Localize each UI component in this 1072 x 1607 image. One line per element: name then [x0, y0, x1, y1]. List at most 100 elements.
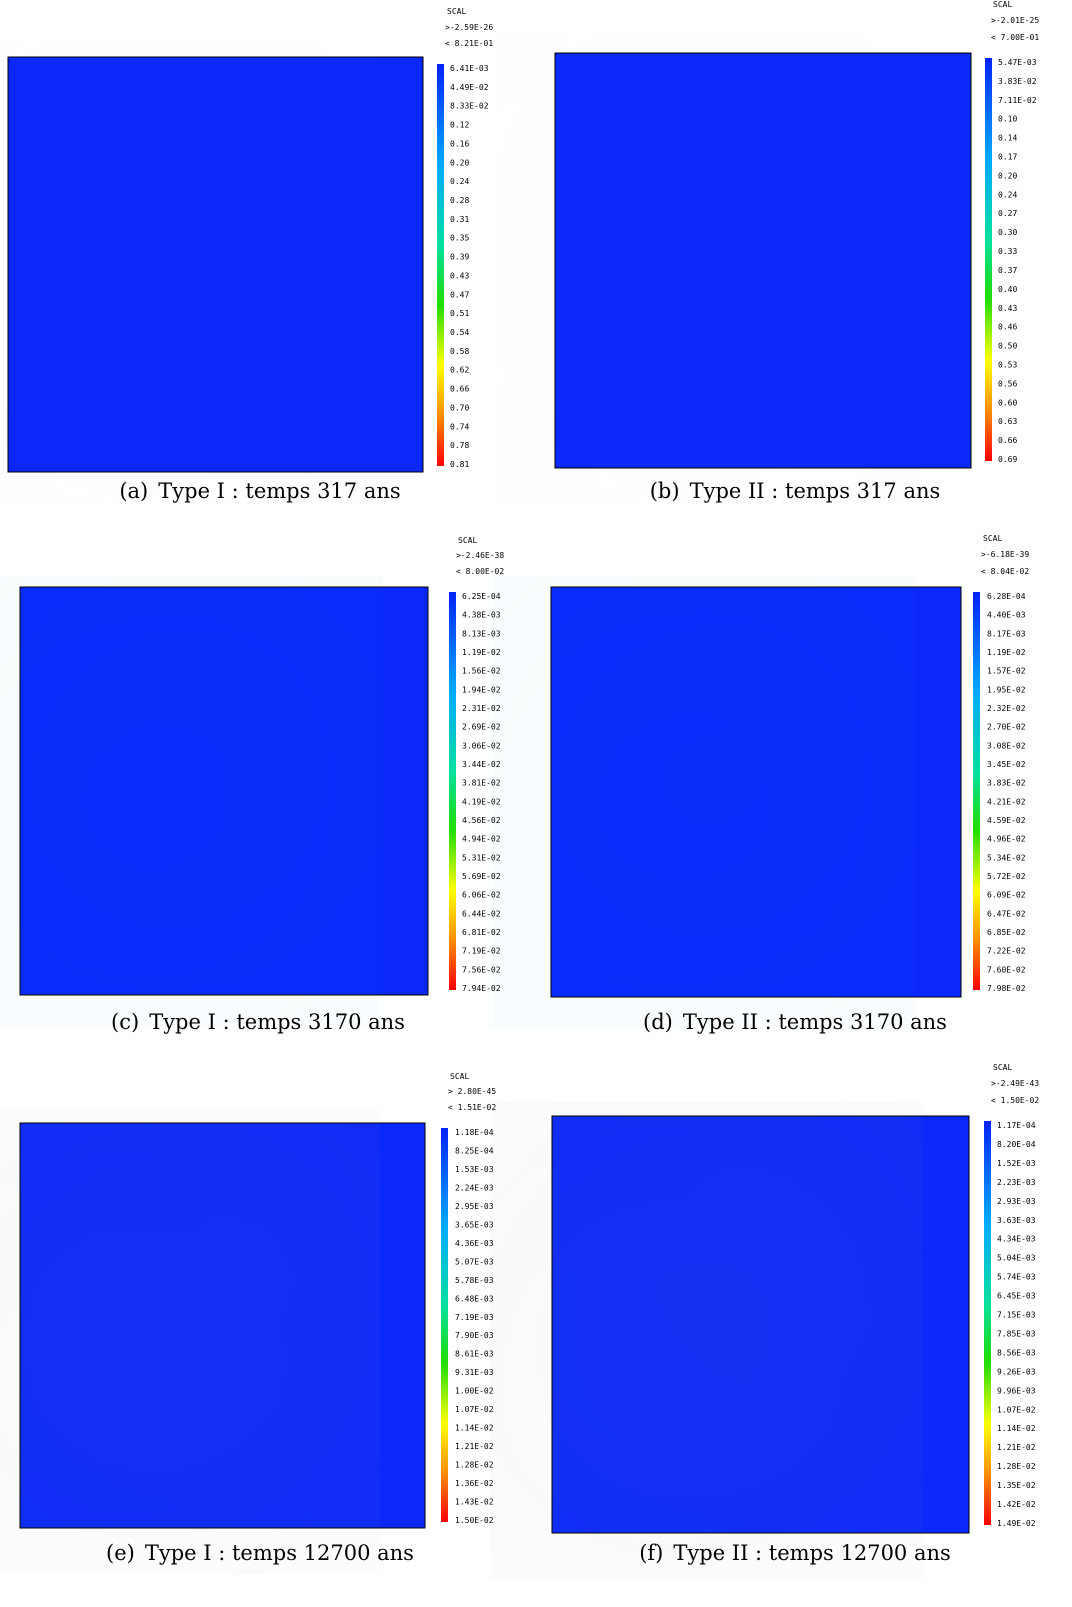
plume-peak — [731, 1191, 819, 1300]
colorbar-label: 4.19E-02 — [462, 797, 501, 806]
colorbar-label: 0.30 — [998, 228, 1017, 237]
colorbar-label: 1.43E-02 — [455, 1498, 494, 1507]
colorbar-label: 4.59E-02 — [987, 816, 1026, 825]
colorbar-label: 0.31 — [450, 215, 469, 224]
colorbar-label: 3.08E-02 — [987, 741, 1026, 750]
plume-branch — [667, 658, 804, 848]
plume-core — [725, 1172, 876, 1340]
colorbar-label: 5.74E-03 — [997, 1273, 1036, 1282]
plot-frame — [554, 52, 972, 469]
colorbar-label: 2.23E-03 — [997, 1178, 1036, 1187]
colorbar-label: 6.25E-04 — [462, 592, 501, 601]
colorbar — [984, 1121, 991, 1525]
colorbar-label: 1.19E-02 — [462, 648, 501, 657]
colorbar-label: 1.21E-02 — [997, 1443, 1036, 1452]
colorbar-label: 0.39 — [450, 253, 469, 262]
plume-peak — [813, 652, 830, 669]
caption-tag: (b) — [650, 479, 680, 503]
colorbar-max: < 8.21E-01 — [445, 39, 493, 48]
colorbar-min: >-6.18E-39 — [981, 550, 1029, 559]
plume-peak — [842, 111, 851, 120]
colorbar-label: 0.54 — [450, 328, 469, 337]
caption-tag: (f) — [639, 1541, 663, 1565]
plume-branch — [581, 1228, 740, 1304]
colorbar-label: 1.28E-02 — [997, 1462, 1036, 1471]
colorbar-label: 8.17E-03 — [987, 629, 1026, 638]
colorbar-label: 0.37 — [998, 266, 1017, 275]
colorbar-label: 3.83E-02 — [987, 779, 1026, 788]
colorbar-title: SCAL — [993, 0, 1012, 9]
colorbar-label: 5.34E-02 — [987, 853, 1026, 862]
plume-branch — [570, 229, 765, 416]
plume-branch — [553, 105, 856, 408]
colorbar-label: 7.11E-02 — [998, 96, 1037, 105]
colorbar-label: 3.06E-02 — [462, 741, 501, 750]
colorbar-label: 0.35 — [450, 234, 469, 243]
colorbar-label: 0.17 — [998, 153, 1017, 162]
colorbar-label: 3.81E-02 — [462, 779, 501, 788]
colorbar-label: 1.07E-02 — [997, 1405, 1036, 1414]
colorbar-label: 0.28 — [450, 196, 469, 205]
plume-branch — [23, 233, 217, 420]
colorbar-label: 4.94E-02 — [462, 835, 501, 844]
plume-branch — [678, 130, 807, 312]
plot-frame — [19, 586, 429, 996]
plume — [539, 1157, 876, 1533]
colorbar-max: < 8.04E-02 — [981, 567, 1029, 576]
colorbar-max: < 1.51E-02 — [448, 1103, 496, 1112]
colorbar-label: 8.13E-03 — [462, 629, 501, 638]
colorbar-label: 1.36E-02 — [455, 1479, 494, 1488]
colorbar-label: 1.56E-02 — [462, 667, 501, 676]
colorbar-label: 1.42E-02 — [997, 1500, 1036, 1509]
colorbar-label: 1.94E-02 — [462, 685, 501, 694]
colorbar-label: 8.33E-02 — [450, 102, 489, 111]
colorbar-label: 4.56E-02 — [462, 816, 501, 825]
colorbar-min: > 2.80E-45 — [448, 1087, 496, 1096]
plume-branch — [595, 176, 732, 229]
plume-branch — [30, 756, 231, 949]
colorbar-label: 4.38E-03 — [462, 611, 501, 620]
colorbar-label: 6.28E-04 — [987, 592, 1026, 601]
colorbar-label: 0.74 — [450, 422, 469, 431]
plume — [553, 100, 862, 437]
colorbar-label: 2.24E-03 — [455, 1183, 494, 1192]
colorbar-title: SCAL — [993, 1063, 1012, 1072]
colorbar-label: 6.41E-03 — [450, 64, 489, 73]
colorbar-label: 0.56 — [998, 379, 1017, 388]
colorbar-label: 3.44E-02 — [462, 760, 501, 769]
colorbar-label: 1.50E-02 — [455, 1516, 494, 1525]
colorbar-label: 7.94E-02 — [462, 984, 501, 993]
colorbar-label: 5.07E-03 — [455, 1257, 494, 1266]
colorbar-label: 4.21E-02 — [987, 797, 1026, 806]
colorbar-label: 5.47E-03 — [998, 58, 1037, 67]
plume-branch — [561, 757, 763, 950]
colorbar-label: 0.51 — [450, 309, 469, 318]
colorbar-label: 0.69 — [998, 455, 1017, 464]
colorbar-label: 0.78 — [450, 441, 469, 450]
plume-branch — [54, 703, 198, 765]
plume-core — [195, 631, 331, 808]
colorbar-max: < 7.00E-01 — [991, 33, 1039, 42]
colorbar-label: 2.32E-02 — [987, 704, 1026, 713]
caption: (e) Type I : temps 12700 ans — [106, 1541, 414, 1565]
caption: (a) Type I : temps 317 ans — [119, 479, 400, 503]
colorbar-label: 9.31E-03 — [455, 1368, 494, 1377]
colorbar-label: 0.66 — [998, 436, 1017, 445]
colorbar-label: 4.40E-03 — [987, 611, 1026, 620]
colorbar-label: 5.31E-02 — [462, 853, 501, 862]
colorbar-label: 6.44E-02 — [462, 909, 501, 918]
colorbar-label: 0.43 — [998, 304, 1017, 313]
caption: (f) Type II : temps 12700 ans — [639, 1541, 951, 1565]
colorbar-label: 1.49E-02 — [997, 1519, 1036, 1528]
colorbar-label: 7.19E-02 — [462, 947, 501, 956]
caption-text: Type II : temps 317 ans — [690, 479, 941, 503]
colorbar-label: 0.10 — [998, 115, 1017, 124]
plume-peak — [281, 652, 298, 669]
colorbar-label: 3.65E-03 — [455, 1220, 494, 1229]
plot-frame — [19, 1122, 426, 1529]
colorbar-label: 2.69E-02 — [462, 723, 501, 732]
plume — [13, 631, 331, 969]
caption-text: Type I : temps 3170 ans — [149, 1010, 405, 1034]
colorbar-title: SCAL — [983, 534, 1002, 543]
